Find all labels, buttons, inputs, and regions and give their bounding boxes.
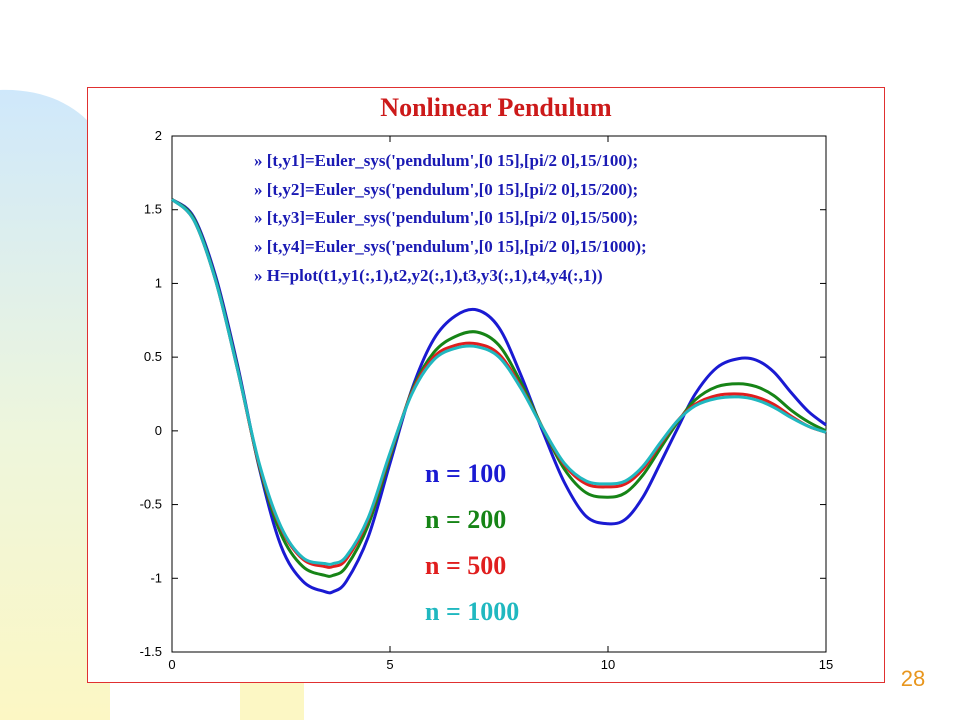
x-tick-label: 0 <box>168 657 175 672</box>
y-tick-label: 1 <box>155 275 162 290</box>
x-tick-label: 15 <box>819 657 833 672</box>
y-tick-label: 2 <box>155 128 162 143</box>
code-annotation-3: » [t,y3]=Euler_sys('pendulum',[0 15],[pi… <box>254 208 638 227</box>
y-tick-label: -0.5 <box>140 497 162 512</box>
code-annotation-4: » [t,y4]=Euler_sys('pendulum',[0 15],[pi… <box>254 237 647 256</box>
slide-decor-shape <box>0 89 110 720</box>
code-annotation-2: » [t,y2]=Euler_sys('pendulum',[0 15],[pi… <box>254 180 638 199</box>
series-line-1 <box>171 198 827 595</box>
y-tick-label: 0 <box>155 423 162 438</box>
y-tick-label: 1.5 <box>144 202 162 217</box>
legend-label: n = 500 <box>425 551 506 580</box>
chart-title: Nonlinear Pendulum <box>380 93 612 122</box>
legend-label: n = 100 <box>425 459 506 488</box>
code-annotation-5: » H=plot(t1,y1(:,1),t2,y2(:,1),t3,y3(:,1… <box>254 266 603 285</box>
series-line-2 <box>171 198 827 578</box>
series-line-4 <box>170 198 827 566</box>
y-tick-label: -1.5 <box>140 644 162 659</box>
code-annotation-1: » [t,y1]=Euler_sys('pendulum',[0 15],[pi… <box>254 151 638 170</box>
legend-label: n = 1000 <box>425 597 519 626</box>
y-tick-label: -1 <box>150 570 162 585</box>
x-tick-label: 5 <box>386 657 393 672</box>
x-tick-label: 10 <box>601 657 615 672</box>
page-number: 28 <box>900 666 926 691</box>
legend-label: n = 200 <box>425 505 506 534</box>
y-tick-label: 0.5 <box>144 349 162 364</box>
